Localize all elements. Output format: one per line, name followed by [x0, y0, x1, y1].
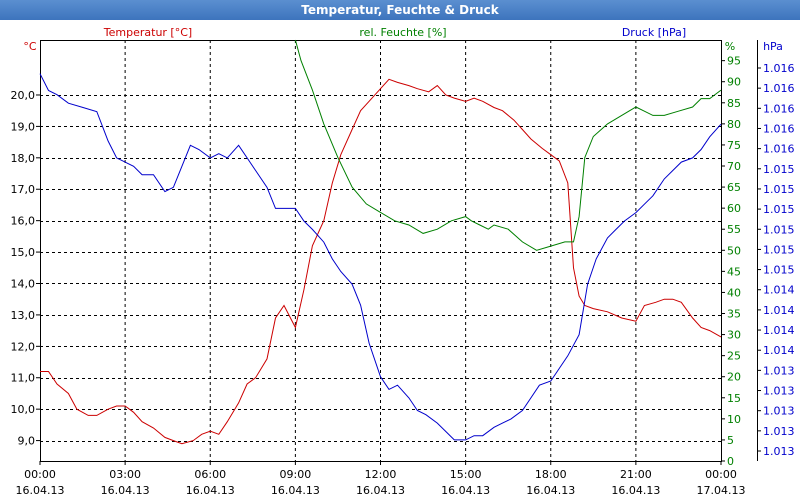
temperature-tick-label: 9,0 [18, 435, 36, 448]
temperature-tick-label: 13,0 [11, 309, 36, 322]
humidity-tick-label: 65 [727, 181, 741, 194]
pressure-tick-label: 1.015 [763, 163, 795, 176]
x-tick-time-label: 21:00 [620, 468, 652, 481]
x-tick-date-label: 16.04.13 [186, 484, 235, 497]
x-tick-time-label: 09:00 [280, 468, 312, 481]
pressure-tick-label: 1.015 [763, 183, 795, 196]
humidity-tick-label: 40 [727, 286, 741, 299]
humidity-tick-label: 70 [727, 160, 741, 173]
x-tick-time-label: 12:00 [365, 468, 397, 481]
humidity-tick-label: 25 [727, 350, 741, 363]
pressure-tick-label: 1.014 [763, 304, 795, 317]
pressure-tick-label: 1.015 [763, 223, 795, 236]
humidity-tick-label: 0 [727, 455, 734, 468]
humidity-tick-label: 50 [727, 244, 741, 257]
pressure-axis-title: Druck [hPa] [622, 26, 686, 39]
x-tick-date-label: 16.04.13 [101, 484, 150, 497]
temperature-axis-title: Temperatur [°C] [103, 26, 192, 39]
temperature-tick-label: 11,0 [11, 372, 36, 385]
x-tick-time-label: 15:00 [450, 468, 482, 481]
chart-area: 9,0 10,0 11,0 12,0 13,0 14,0 15,0 16,0 17,0 18,0 1… [0, 20, 800, 500]
temperature-tick-label: 19,0 [11, 120, 36, 133]
humidity-tick-label: 45 [727, 265, 741, 278]
humidity-tick-label: 90 [727, 76, 741, 89]
temperature-tick-label: 20,0 [11, 89, 36, 102]
x-tick-time-label: 00:00 [24, 468, 56, 481]
x-tick-date-label: 16.04.13 [16, 484, 65, 497]
pressure-tick-label: 1.013 [763, 405, 795, 418]
window-title: Temperatur, Feuchte & Druck [0, 0, 800, 20]
humidity-axis-title: rel. Feuchte [%] [359, 26, 446, 39]
pressure-tick-label: 1.015 [763, 243, 795, 256]
humidity-tick-label: 15 [727, 392, 741, 405]
series-line-humidity [294, 39, 722, 251]
pressure-tick-label: 1.015 [763, 264, 795, 277]
pressure-tick-label: 1.013 [763, 385, 795, 398]
x-tick-date-label: 16.04.13 [356, 484, 405, 497]
series-line-pressure [39, 73, 722, 441]
pressure-tick-label: 1.014 [763, 324, 795, 337]
x-tick-date-label: 16.04.13 [526, 484, 575, 497]
temperature-tick-label: 14,0 [11, 277, 36, 290]
pressure-tick-label: 1.013 [763, 425, 795, 438]
humidity-tick-label: 95 [727, 55, 741, 68]
temperature-tick-label: 12,0 [11, 340, 36, 353]
x-tick-time-label: 18:00 [535, 468, 567, 481]
temperature-tick-label: 17,0 [11, 183, 36, 196]
pressure-tick-label: 1.015 [763, 203, 795, 216]
humidity-tick-label: 30 [727, 329, 741, 342]
pressure-tick-label: 1.016 [763, 62, 795, 75]
x-tick-date-label: 16.04.13 [441, 484, 490, 497]
temperature-tick-label: 10,0 [11, 403, 36, 416]
pressure-tick-label: 1.014 [763, 284, 795, 297]
x-tick-time-label: 03:00 [109, 468, 141, 481]
pressure-tick-label: 1.013 [763, 364, 795, 377]
pressure-unit-label: hPa [763, 40, 783, 53]
temperature-unit-label: °C [23, 40, 37, 53]
x-tick-date-label: 16.04.13 [271, 484, 320, 497]
humidity-tick-label: 5 [727, 434, 734, 447]
x-tick-date-label: 16.04.13 [611, 484, 660, 497]
pressure-tick-label: 1.016 [763, 82, 795, 95]
humidity-tick-label: 85 [727, 97, 741, 110]
pressure-tick-label: 1.013 [763, 445, 795, 458]
humidity-tick-label: 55 [727, 223, 741, 236]
pressure-tick-label: 1.014 [763, 344, 795, 357]
x-tick-date-label: 17.04.13 [697, 484, 746, 497]
x-tick-time-label: 00:00 [705, 468, 737, 481]
series-line-temperature [40, 78, 722, 445]
humidity-unit-label: % [725, 40, 735, 53]
humidity-tick-label: 75 [727, 139, 741, 152]
pressure-tick-label: 1.016 [763, 143, 795, 156]
chart-svg: 9,0 10,0 11,0 12,0 13,0 14,0 15,0 16,0 17,0 18,0 1… [11, 26, 795, 497]
humidity-tick-label: 60 [727, 202, 741, 215]
temperature-tick-label: 18,0 [11, 152, 36, 165]
humidity-tick-label: 20 [727, 371, 741, 384]
x-tick-time-label: 06:00 [194, 468, 226, 481]
humidity-tick-label: 35 [727, 308, 741, 321]
pressure-tick-label: 1.016 [763, 102, 795, 115]
pressure-tick-label: 1.016 [763, 122, 795, 135]
temperature-tick-label: 16,0 [11, 215, 36, 228]
humidity-tick-label: 80 [727, 118, 741, 131]
temperature-tick-label: 15,0 [11, 246, 36, 259]
humidity-tick-label: 10 [727, 413, 741, 426]
